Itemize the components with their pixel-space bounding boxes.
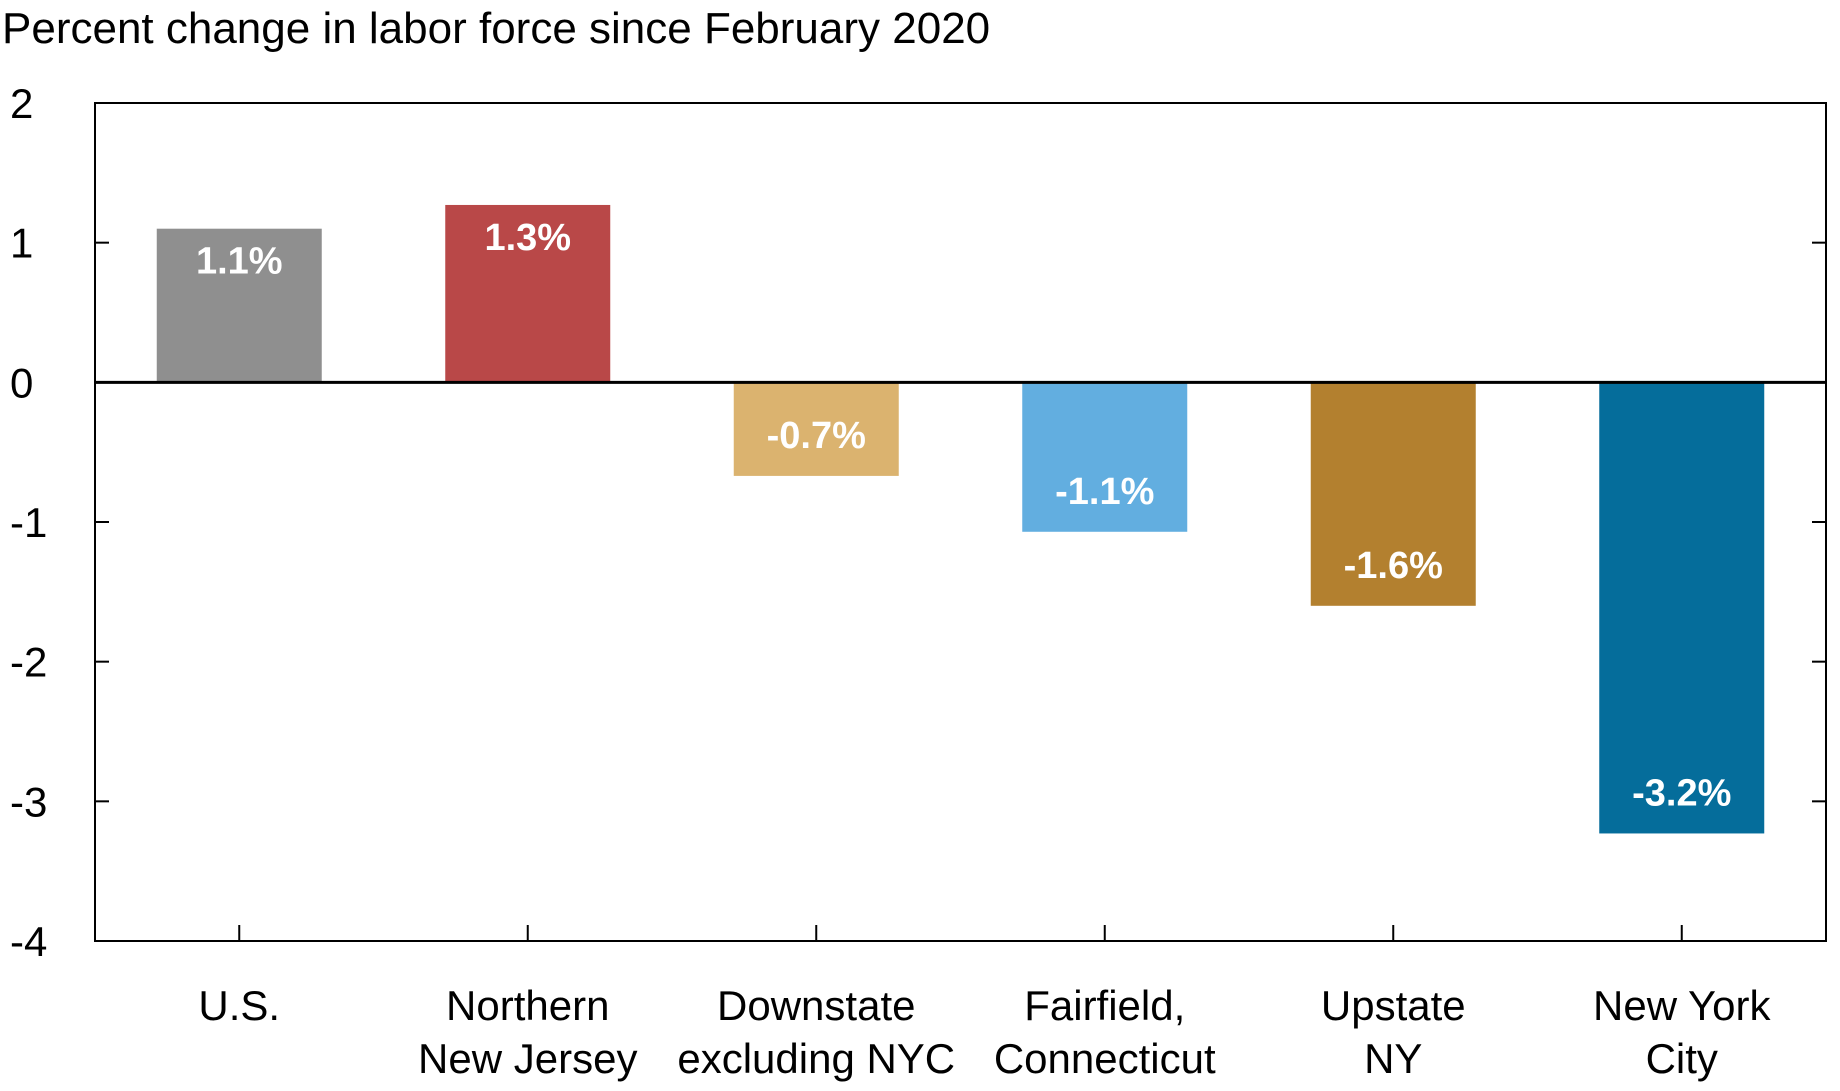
data-label: 1.1% <box>196 241 283 283</box>
category-label: City <box>1646 1035 1718 1082</box>
category-label: Downstate <box>717 982 915 1029</box>
y-tick-label: 2 <box>10 80 33 127</box>
bar <box>1599 382 1765 834</box>
category-label: New York <box>1593 982 1771 1029</box>
category-label: U.S. <box>198 982 280 1029</box>
y-tick-label: -2 <box>10 639 47 686</box>
y-tick-label: -3 <box>10 778 47 825</box>
bar <box>1310 382 1476 606</box>
category-label: Northern <box>446 982 609 1029</box>
data-label: 1.3% <box>484 217 571 259</box>
data-label: -0.7% <box>767 415 866 457</box>
category-label: NY <box>1364 1035 1422 1082</box>
category-label: New Jersey <box>418 1035 637 1082</box>
y-tick-label: -1 <box>10 499 47 546</box>
plot-frame <box>94 102 1827 942</box>
y-tick-label: 1 <box>10 220 33 267</box>
bar <box>1022 382 1188 532</box>
category-label: excluding NYC <box>677 1035 955 1082</box>
data-label: -3.2% <box>1632 772 1731 814</box>
bar <box>733 382 899 476</box>
data-label: -1.6% <box>1344 545 1443 587</box>
category-label: Upstate <box>1321 982 1466 1029</box>
bar <box>445 204 611 383</box>
chart-title: Percent change in labor force since Febr… <box>2 4 991 53</box>
category-label: Connecticut <box>994 1035 1216 1082</box>
bar <box>156 228 322 383</box>
y-tick-label: 0 <box>10 359 33 406</box>
data-label: -1.1% <box>1055 471 1154 513</box>
y-tick-label: -4 <box>10 918 47 965</box>
category-label: Fairfield, <box>1024 982 1185 1029</box>
